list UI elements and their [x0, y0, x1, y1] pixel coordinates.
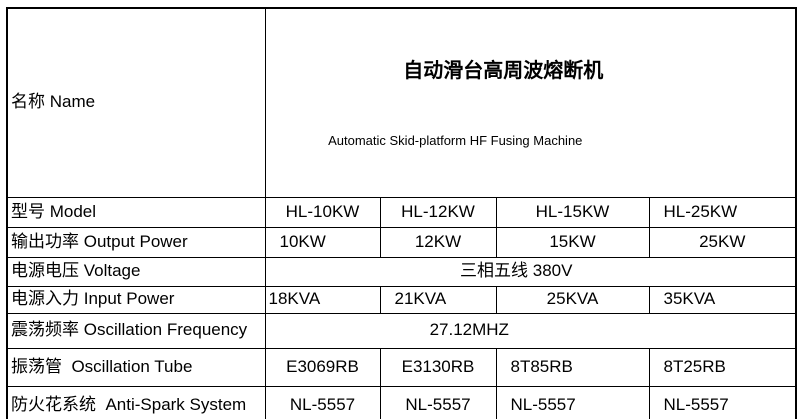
cell-output-power-1: 10KW — [264, 226, 381, 258]
cell-input-power-3: 25KVA — [495, 285, 650, 314]
label-output-power: 输出功率 Output Power — [6, 226, 266, 258]
row-oscillation-tube: 振荡管 Oscillation Tube E3069RB E3130RB 8T8… — [6, 347, 797, 387]
label-oscillation-frequency: 震荡频率 Oscillation Frequency — [6, 312, 266, 349]
cell-oscillation-frequency: 27.12MHZ — [264, 312, 797, 349]
label-model: 型号 Model — [6, 196, 266, 228]
machine-title: 自动滑台高周波熔断机 — [403, 59, 604, 82]
cell-output-power-3: 15KW — [495, 226, 650, 258]
cell-input-power-4: 35KVA — [648, 285, 797, 314]
cell-input-power-2: 21KVA — [379, 285, 497, 314]
row-oscillation-frequency: 震荡频率 Oscillation Frequency 27.12MHZ — [6, 312, 797, 349]
row-input-power: 电源入力 Input Power 18KVA 21KVA 25KVA 35KVA — [6, 285, 797, 314]
row-output-power: 输出功率 Output Power 10KW 12KW 15KW 25KW — [6, 226, 797, 258]
label-oscillation-tube: 振荡管 Oscillation Tube — [6, 347, 266, 387]
cell-model-1: HL-10KW — [264, 196, 381, 228]
cell-model-2: HL-12KW — [379, 196, 497, 228]
spec-table: 名称 Name 自动滑台高周波熔断机 Automatic Skid-platfo… — [6, 7, 797, 419]
cell-anti-spark-1: NL-5557 — [264, 385, 381, 419]
row-model: 型号 Model HL-10KW HL-12KW HL-15KW HL-25KW — [6, 196, 797, 228]
cell-oscillation-tube-1: E3069RB — [264, 347, 381, 387]
cell-anti-spark-2: NL-5557 — [379, 385, 497, 419]
cell-input-power-1: 18KVA — [264, 285, 381, 314]
name-label-cell: 名称 Name — [6, 7, 266, 198]
cell-output-power-4: 25KW — [648, 226, 797, 258]
label-input-power: 电源入力 Input Power — [6, 285, 266, 314]
label-voltage: 电源电压 Voltage — [6, 256, 266, 287]
row-voltage: 电源电压 Voltage 三相五线 380V — [6, 256, 797, 287]
cell-oscillation-tube-4: 8T25RB — [648, 347, 797, 387]
cell-anti-spark-4: NL-5557 — [648, 385, 797, 419]
label-anti-spark-system: 防火花系统 Anti-Spark System — [6, 385, 266, 419]
cell-output-power-2: 12KW — [379, 226, 497, 258]
cell-oscillation-tube-3: 8T85RB — [495, 347, 650, 387]
row-anti-spark-system: 防火花系统 Anti-Spark System NL-5557 NL-5557 … — [6, 385, 797, 419]
machine-subtitle: Automatic Skid-platform HF Fusing Machin… — [328, 132, 583, 148]
cell-anti-spark-3: NL-5557 — [495, 385, 650, 419]
cell-oscillation-tube-2: E3130RB — [379, 347, 497, 387]
cell-voltage: 三相五线 380V — [264, 256, 797, 287]
machine-title-cell: 自动滑台高周波熔断机 Automatic Skid-platform HF Fu… — [264, 7, 797, 198]
cell-model-3: HL-15KW — [495, 196, 650, 228]
cell-model-4: HL-25KW — [648, 196, 797, 228]
